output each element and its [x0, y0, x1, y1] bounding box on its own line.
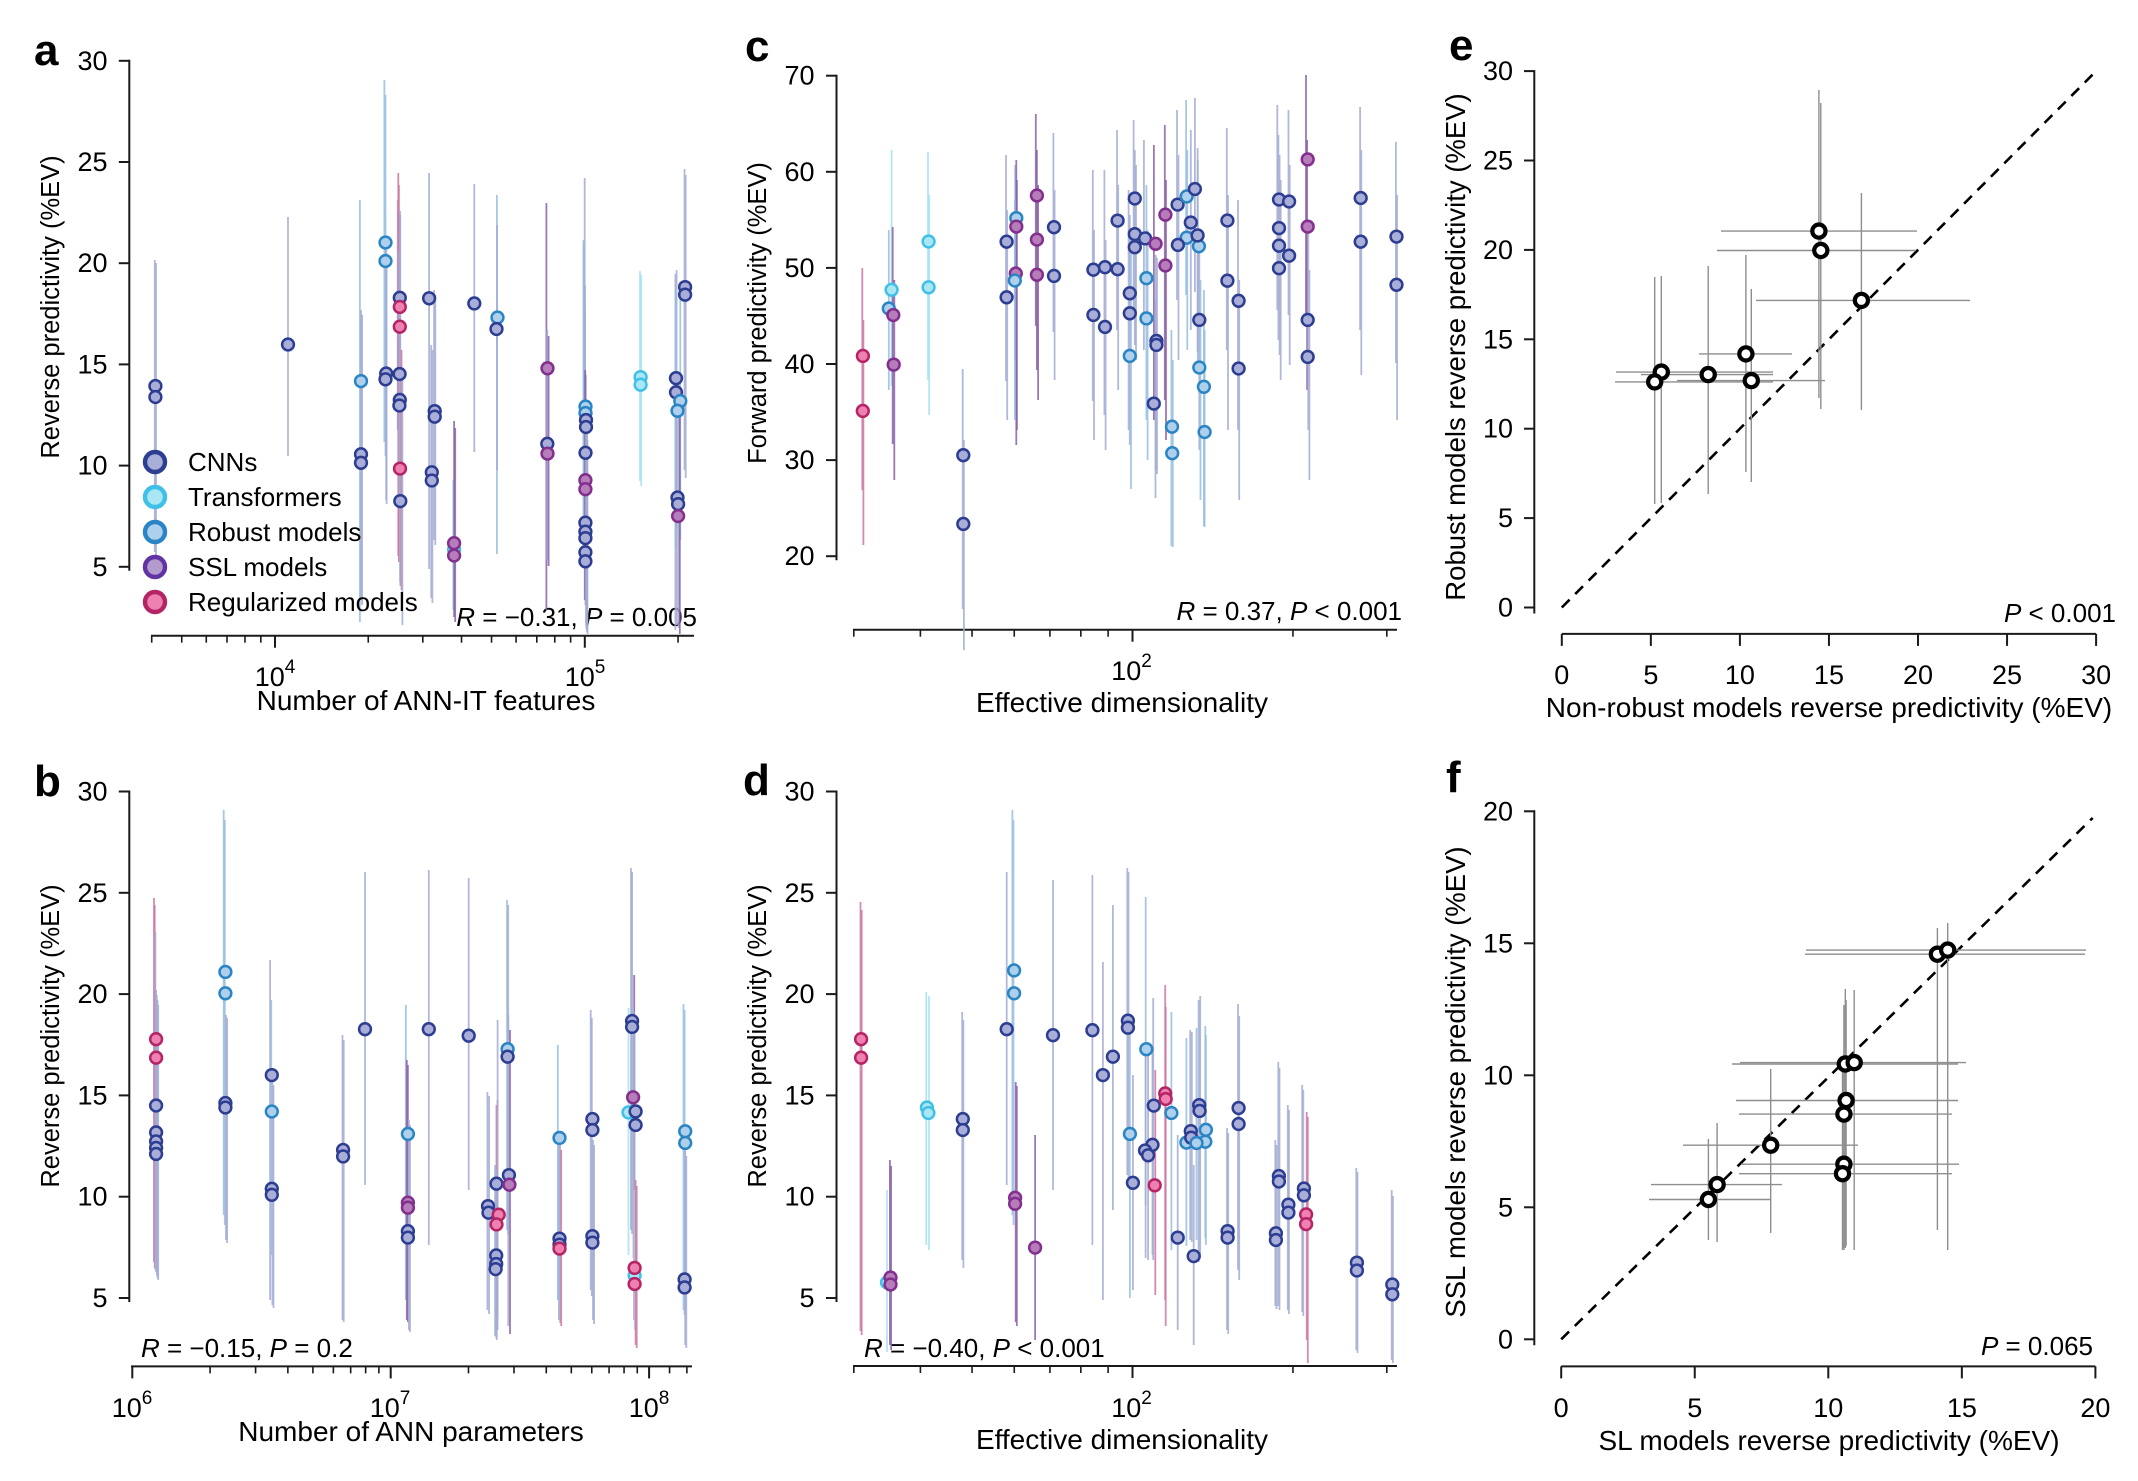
svg-text:20: 20 — [1903, 660, 1933, 690]
svg-text:10: 10 — [784, 1182, 814, 1212]
svg-text:Regularized models: Regularized models — [188, 587, 418, 617]
svg-text:0: 0 — [1498, 593, 1513, 623]
svg-text:P < 0.001: P < 0.001 — [2004, 598, 2116, 628]
svg-text:R = 0.37, P < 0.001: R = 0.37, P < 0.001 — [1176, 596, 1402, 626]
svg-text:Reverse predictivity (%EV): Reverse predictivity (%EV) — [37, 155, 65, 458]
svg-text:R = −0.31, P = 0.005: R = −0.31, P = 0.005 — [456, 602, 697, 632]
svg-text:5: 5 — [799, 1283, 814, 1313]
svg-text:d: d — [743, 756, 770, 805]
svg-text:5: 5 — [1498, 1192, 1513, 1222]
svg-text:R = −0.40, P < 0.001: R = −0.40, P < 0.001 — [864, 1333, 1105, 1363]
svg-text:R = −0.15, P = 0.2: R = −0.15, P = 0.2 — [141, 1333, 353, 1363]
svg-text:15: 15 — [1947, 1393, 1977, 1423]
svg-text:0: 0 — [1554, 660, 1569, 690]
svg-text:20: 20 — [1483, 235, 1513, 265]
svg-text:25: 25 — [77, 147, 107, 177]
svg-text:104: 104 — [255, 657, 296, 692]
svg-text:20: 20 — [784, 541, 814, 571]
svg-text:0: 0 — [1554, 1393, 1569, 1423]
svg-text:f: f — [1446, 753, 1461, 802]
svg-text:CNNs: CNNs — [188, 447, 257, 477]
svg-text:b: b — [34, 757, 61, 806]
svg-text:20: 20 — [1483, 796, 1513, 826]
svg-text:0: 0 — [1498, 1324, 1513, 1354]
svg-text:5: 5 — [92, 1283, 107, 1313]
svg-text:Reverse predictivity (%EV): Reverse predictivity (%EV) — [744, 884, 772, 1187]
svg-text:P = 0.065: P = 0.065 — [1981, 1331, 2093, 1361]
svg-text:5: 5 — [1687, 1393, 1702, 1423]
svg-text:5: 5 — [92, 552, 107, 582]
svg-text:a: a — [34, 26, 59, 75]
svg-text:15: 15 — [1483, 324, 1513, 354]
svg-text:25: 25 — [77, 878, 107, 908]
svg-text:Non-robust models reverse pred: Non-robust models reverse predictivity (… — [1546, 692, 2112, 723]
svg-text:SSL models reverse predictivit: SSL models reverse predictivity (%EV) — [1440, 846, 1471, 1317]
svg-text:10: 10 — [1813, 1393, 1843, 1423]
svg-text:Reverse predictivity (%EV): Reverse predictivity (%EV) — [37, 884, 65, 1187]
svg-text:25: 25 — [1483, 146, 1513, 176]
svg-text:Number of ANN parameters: Number of ANN parameters — [238, 1416, 583, 1447]
svg-text:20: 20 — [77, 979, 107, 1009]
svg-text:15: 15 — [1483, 928, 1513, 958]
svg-text:50: 50 — [784, 253, 814, 283]
svg-text:Number of ANN-IT features: Number of ANN-IT features — [257, 685, 596, 716]
svg-text:20: 20 — [2080, 1393, 2110, 1423]
svg-text:Robust models: Robust models — [188, 517, 361, 547]
svg-text:30: 30 — [784, 777, 814, 807]
svg-text:15: 15 — [1814, 660, 1844, 690]
svg-text:Transformers: Transformers — [188, 482, 342, 512]
svg-text:10: 10 — [77, 1182, 107, 1212]
svg-text:10: 10 — [77, 451, 107, 481]
svg-text:30: 30 — [784, 445, 814, 475]
svg-text:e: e — [1449, 21, 1473, 70]
svg-text:20: 20 — [784, 979, 814, 1009]
svg-text:30: 30 — [77, 777, 107, 807]
svg-text:c: c — [745, 22, 769, 71]
svg-text:30: 30 — [2081, 660, 2111, 690]
svg-text:10: 10 — [1483, 414, 1513, 444]
svg-text:SL models reverse predictivity: SL models reverse predictivity (%EV) — [1598, 1425, 2059, 1456]
svg-text:60: 60 — [784, 157, 814, 187]
svg-text:15: 15 — [77, 349, 107, 379]
svg-text:Forward predictivity (%EV): Forward predictivity (%EV) — [744, 162, 772, 464]
svg-text:70: 70 — [784, 61, 814, 91]
svg-text:15: 15 — [77, 1080, 107, 1110]
svg-text:5: 5 — [1498, 503, 1513, 533]
svg-text:5: 5 — [1643, 660, 1658, 690]
svg-text:10: 10 — [1483, 1060, 1513, 1090]
svg-text:SSL models: SSL models — [188, 552, 327, 582]
svg-text:10: 10 — [1725, 660, 1755, 690]
svg-text:30: 30 — [77, 46, 107, 76]
svg-text:15: 15 — [784, 1080, 814, 1110]
svg-text:20: 20 — [77, 248, 107, 278]
svg-text:25: 25 — [1992, 660, 2022, 690]
svg-text:25: 25 — [784, 878, 814, 908]
svg-text:30: 30 — [1483, 56, 1513, 86]
svg-text:Robust models reverse predicti: Robust models reverse predictivity (%EV) — [1440, 93, 1471, 600]
svg-text:Effective dimensionality: Effective dimensionality — [976, 1424, 1268, 1455]
svg-text:40: 40 — [784, 349, 814, 379]
svg-text:Effective dimensionality: Effective dimensionality — [976, 687, 1268, 718]
